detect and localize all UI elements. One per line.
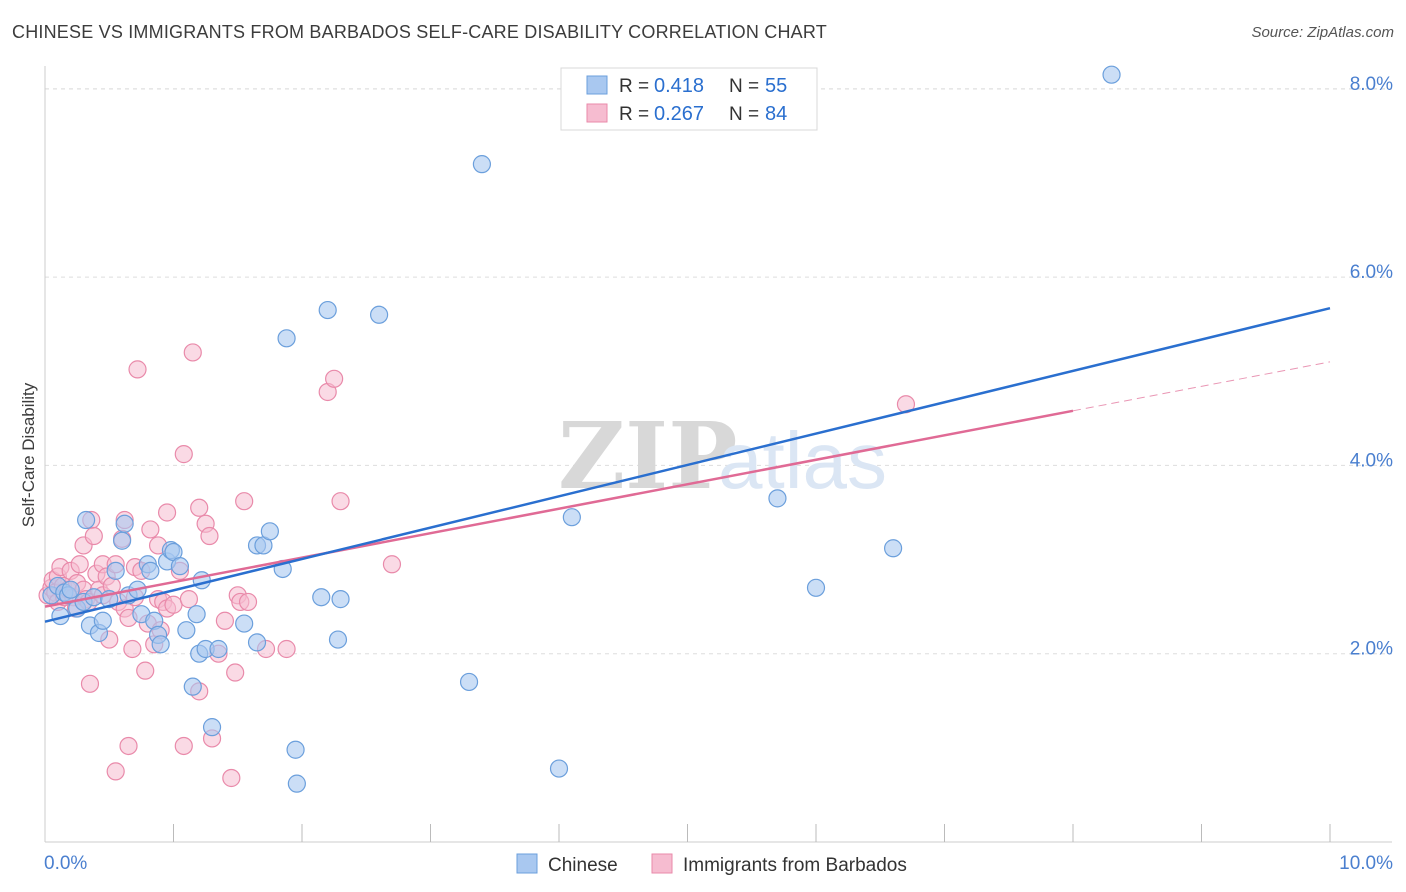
chinese-point <box>318 300 337 320</box>
chinese-point <box>277 329 296 348</box>
barbados-point <box>382 555 402 574</box>
chinese-point <box>549 759 569 778</box>
legend-r-value-1: 0.418 <box>654 75 704 97</box>
chinese-point <box>1102 65 1121 84</box>
chinese-point <box>93 611 112 630</box>
barbados-point <box>128 360 147 379</box>
legend-barbados-swatch <box>586 103 608 123</box>
chinese-point <box>209 639 228 659</box>
chinese-point <box>883 539 903 558</box>
chinese-point <box>183 677 202 696</box>
legend-r-label-1: R = <box>619 76 649 97</box>
legend-n-value-1: 55 <box>765 75 787 97</box>
barbados-point <box>325 369 344 388</box>
bottom-legend-barbados-label: Immigrants from Barbados <box>683 855 907 876</box>
chinese-point <box>235 614 254 633</box>
y-tick-label: 4.0% <box>1350 450 1393 471</box>
barbados-trend-line <box>44 409 1074 608</box>
bottom-legend: Chinese Immigrants from Barbados <box>516 853 907 876</box>
chinese-point <box>287 774 306 793</box>
chinese-point <box>106 561 125 580</box>
barbados-point <box>123 639 142 659</box>
legend-r-value-2: 0.267 <box>654 103 704 125</box>
source-label: Source: ZipAtlas.com <box>1251 24 1394 41</box>
barbados-point <box>80 674 100 693</box>
chinese-point <box>192 571 211 590</box>
y-axis-label: Self-Care Disability <box>19 382 38 527</box>
barbados-trend-extension <box>1072 361 1331 412</box>
legend-n-value-2: 84 <box>765 103 787 125</box>
chinese-point <box>286 740 305 759</box>
chinese-point <box>247 633 267 652</box>
barbados-point <box>179 590 199 609</box>
bottom-legend-chinese-swatch <box>516 853 538 874</box>
y-tick-label: 6.0% <box>1350 262 1393 283</box>
chinese-point <box>472 155 491 174</box>
barbados-point <box>200 526 219 546</box>
chinese-point <box>77 510 96 530</box>
barbados-point <box>183 343 202 362</box>
chinese-trend-line <box>44 306 1331 623</box>
barbados-point <box>235 492 254 511</box>
chinese-point <box>151 635 170 654</box>
chinese-point <box>177 621 196 640</box>
barbados-point <box>106 762 125 781</box>
chinese-point <box>115 514 134 533</box>
barbados-point <box>238 592 258 612</box>
chinese-point <box>202 718 222 737</box>
barbados-point <box>84 526 103 546</box>
legend-n-label-1: N = <box>729 76 759 97</box>
chinese-point <box>260 522 279 541</box>
chinese-point <box>562 508 581 527</box>
x-tick-label-min: 0.0% <box>44 853 87 874</box>
axes <box>44 66 1392 843</box>
barbados-point <box>119 736 138 756</box>
barbados-point <box>70 555 89 574</box>
barbados-point <box>136 661 155 680</box>
barbados-point <box>157 503 177 522</box>
y-tick-label: 2.0% <box>1350 639 1393 660</box>
chinese-point <box>312 588 331 607</box>
barbados-point <box>174 736 193 756</box>
x-tick-label-max: 10.0% <box>1339 853 1393 874</box>
legend-n-label-2: N = <box>729 104 759 125</box>
bottom-legend-barbados-swatch <box>651 853 673 874</box>
barbados-point <box>141 520 160 539</box>
chinese-point <box>170 557 190 576</box>
chinese-point <box>331 590 350 609</box>
barbados-point <box>190 498 209 517</box>
chinese-point <box>806 578 826 597</box>
barbados-point <box>222 768 241 788</box>
chinese-point <box>187 605 206 624</box>
legend-r-label-2: R = <box>619 104 649 125</box>
trend-lines <box>44 306 1331 623</box>
barbados-point <box>226 663 245 682</box>
y-tick-label: 8.0% <box>1350 74 1393 95</box>
barbados-point <box>215 611 234 630</box>
watermark: ZIP atlas <box>558 402 887 510</box>
legend-chinese-swatch <box>586 75 608 95</box>
chinese-point <box>768 489 787 508</box>
tick-labels: 2.0% 4.0% 6.0% 8.0% 0.0% 10.0% <box>44 74 1393 874</box>
chinese-point <box>61 580 80 599</box>
chinese-point <box>370 305 389 324</box>
bottom-legend-chinese-label: Chinese <box>548 855 618 876</box>
watermark-atlas: atlas <box>718 416 887 505</box>
barbados-point <box>174 445 193 464</box>
barbados-point <box>277 639 296 659</box>
chart-title: CHINESE VS IMMIGRANTS FROM BARBADOS SELF… <box>12 22 827 42</box>
chinese-point <box>328 630 348 649</box>
chinese-point <box>459 672 479 692</box>
watermark-zip: ZIP <box>558 402 737 510</box>
legend-box: R = 0.418 N = 55 R = 0.267 N = 84 <box>560 67 818 131</box>
barbados-point <box>331 492 350 511</box>
chinese-point <box>112 531 132 550</box>
chinese-point <box>141 561 160 580</box>
barbados-point <box>164 595 183 614</box>
